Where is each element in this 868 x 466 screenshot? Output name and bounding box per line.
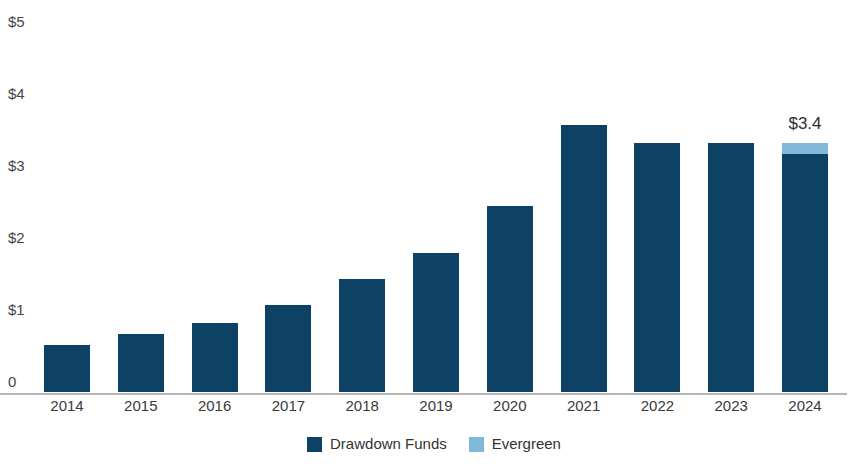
x-tick-2015: 2015 [106,398,176,414]
legend-label: Drawdown Funds [330,436,447,452]
bar-2024-evergreen[interactable] [782,143,828,154]
y-tick-2: $2 [8,230,25,246]
bar-2018-drawdown-funds[interactable] [339,279,385,393]
bar-2015-drawdown-funds[interactable] [118,334,164,393]
y-tick-0: 0 [8,374,16,390]
x-tick-2017: 2017 [253,398,323,414]
legend-item-evergreen[interactable]: Evergreen [469,436,561,452]
x-tick-2019: 2019 [401,398,471,414]
bar-2019-drawdown-funds[interactable] [413,253,459,392]
fundraising-bar-chart: $5 $4 $3 $2 $1 0 2014201520162017201820192020… [0,0,868,466]
bar-2014-drawdown-funds[interactable] [44,345,90,393]
x-tick-2018: 2018 [327,398,397,414]
x-axis-line [0,393,847,395]
x-tick-2016: 2016 [180,398,250,414]
bar-2021-drawdown-funds[interactable] [561,125,607,393]
x-tick-2024: 2024 [770,398,840,414]
bar-2023-drawdown-funds[interactable] [708,143,754,392]
bar-2020-drawdown-funds[interactable] [487,206,533,393]
bar-2022-drawdown-funds[interactable] [634,143,680,392]
y-tick-3: $3 [8,158,25,174]
x-tick-2020: 2020 [475,398,545,414]
y-tick-1: $1 [8,302,25,318]
legend-swatch-icon [469,437,484,452]
x-tick-2021: 2021 [549,398,619,414]
y-tick-4: $4 [8,86,25,102]
bar-2017-drawdown-funds[interactable] [265,305,311,393]
bar-2024-drawdown-funds[interactable] [782,154,828,392]
latest-value-annotation: $3.4 [788,115,821,133]
x-tick-2023: 2023 [696,398,766,414]
legend-label: Evergreen [492,436,561,452]
legend: Drawdown Funds Evergreen [0,436,868,452]
x-tick-2022: 2022 [622,398,692,414]
legend-item-drawdown-funds[interactable]: Drawdown Funds [307,436,447,452]
bar-2016-drawdown-funds[interactable] [192,323,238,393]
y-tick-5: $5 [8,14,25,30]
x-tick-2014: 2014 [32,398,102,414]
legend-swatch-icon [307,437,322,452]
